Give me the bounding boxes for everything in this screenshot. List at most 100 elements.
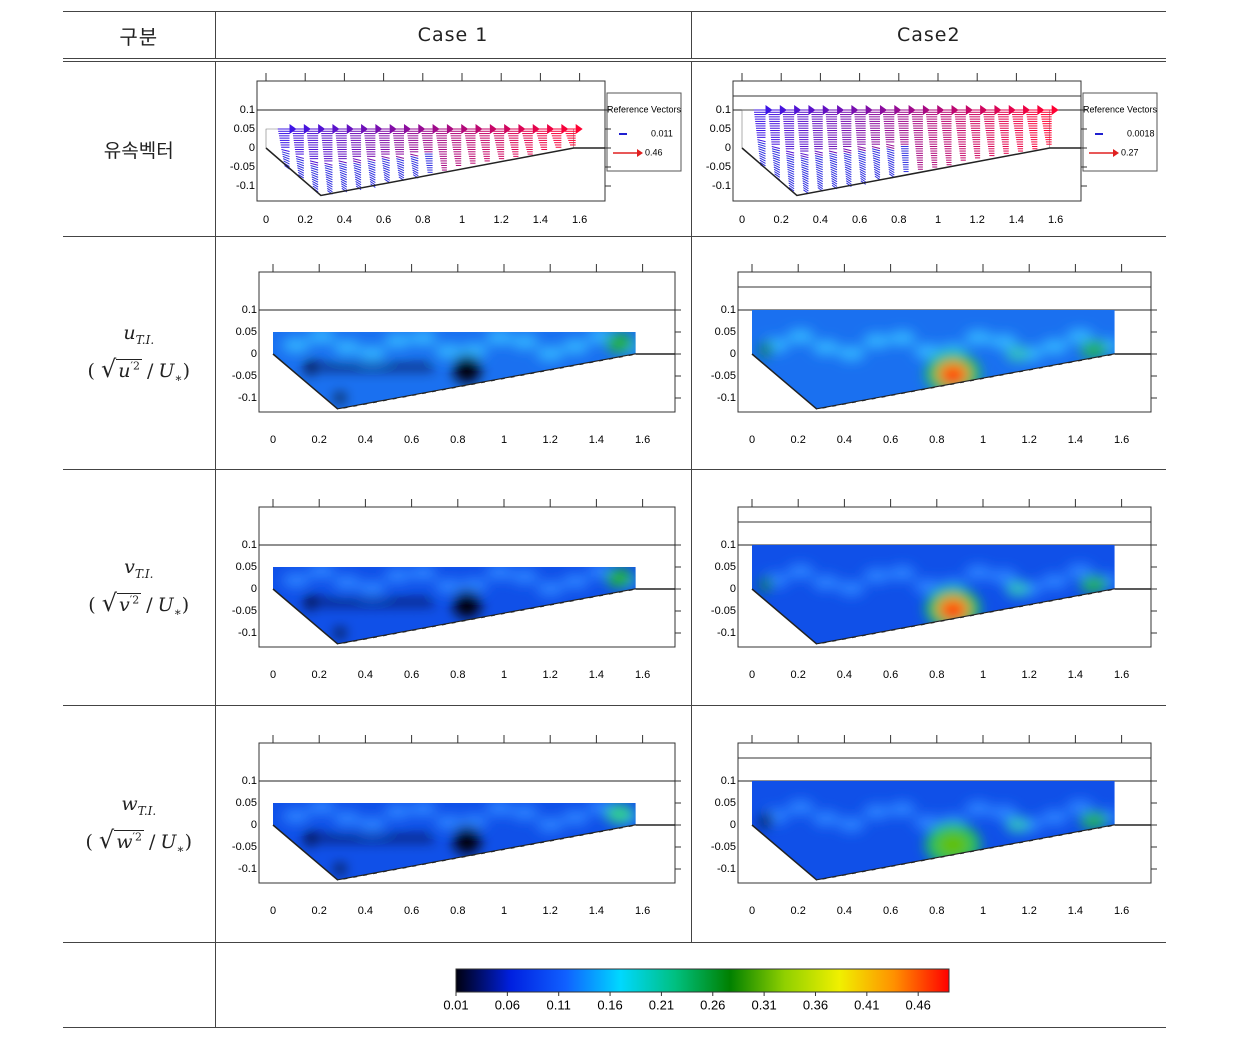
bed-dash [816, 588, 1115, 646]
x-tick-label: 1.2 [969, 214, 984, 226]
contour-blob [887, 330, 916, 347]
vector [787, 173, 795, 178]
slash: / [148, 830, 156, 853]
numerator: w [116, 830, 133, 853]
variable: u [123, 321, 136, 344]
vector [873, 164, 880, 169]
contour-blob [811, 810, 840, 827]
plot: 0 0.2 0.4 0.6 0.8 1 1.2 1.4 1.6 0.1 0.05 0 -0.05 -0.1 [232, 735, 681, 917]
contour-blob [282, 808, 311, 825]
vector [801, 173, 809, 178]
legend-arrow-head [637, 149, 643, 157]
contour-blob [605, 804, 634, 824]
vector [353, 162, 362, 166]
contour-blob [1079, 575, 1108, 594]
contour-blob [307, 332, 336, 345]
y-tick-label: 0 [251, 348, 257, 360]
contour-blob [485, 566, 514, 581]
vector [339, 171, 347, 176]
vector [872, 152, 880, 157]
x-tick-label: 1.2 [1021, 905, 1036, 917]
x-tick-label: 0 [270, 905, 276, 917]
contour-blob [459, 813, 488, 830]
legend-small: 0.011 [651, 128, 673, 138]
y-tick-label: 0.05 [236, 797, 257, 809]
vector [773, 171, 780, 176]
vector [757, 139, 766, 143]
vector [369, 181, 376, 186]
contour-blob [414, 834, 423, 843]
x-tick-label: 0.8 [891, 214, 906, 226]
vector [788, 182, 795, 187]
contour-blob [332, 810, 361, 827]
vector [310, 164, 319, 169]
contour-blob [913, 343, 942, 360]
header-cell: Case 1 [214, 11, 691, 62]
vector [787, 171, 795, 175]
contour-blob [811, 573, 840, 590]
field-blobs [282, 332, 636, 403]
vector [787, 177, 795, 183]
contour-blob [862, 332, 891, 349]
vector [410, 153, 419, 157]
y-tick-label: -0.1 [717, 863, 736, 875]
x-tick-label: 0.4 [813, 214, 828, 226]
y-tick-label: -0.05 [706, 161, 731, 173]
slash: / [146, 594, 153, 616]
vector [396, 160, 405, 164]
vector [830, 171, 838, 176]
contour-blob [307, 566, 336, 579]
vector [340, 178, 347, 183]
vector [814, 152, 823, 156]
y-tick-label: -0.1 [717, 392, 736, 404]
x-tick-label: 1.4 [533, 214, 548, 226]
bed-line [751, 587, 1151, 645]
vector [829, 155, 837, 159]
y-tick-label: -0.1 [712, 180, 731, 192]
plot-cell: 0 0.2 0.4 0.6 0.8 1 1.2 1.4 1.6 0.1 0.05 0 -0.05 -0.1 [214, 705, 691, 943]
x-tick-label: 0 [270, 434, 276, 446]
contour-blob [395, 363, 404, 372]
y-tick-label: 0.1 [720, 538, 735, 550]
x-tick-label: 0.4 [837, 905, 852, 917]
vector [802, 184, 809, 190]
contour-blob [409, 566, 438, 581]
vector [786, 166, 795, 171]
colorbar-tick-label: 0.41 [854, 997, 879, 1012]
contour-blob [434, 343, 463, 360]
vector [816, 173, 823, 178]
contour-blob [453, 355, 482, 384]
vector [800, 164, 809, 168]
subscript: T.I. [134, 567, 154, 581]
x-tick-label: 1.4 [589, 668, 604, 680]
vector [845, 175, 852, 180]
vector [758, 152, 766, 157]
y-tick-label: 0.05 [714, 326, 735, 338]
vector [829, 157, 837, 161]
contour-blob [327, 363, 336, 372]
vector [815, 168, 823, 173]
contour-blob [453, 826, 482, 855]
x-tick-label: 0.8 [450, 434, 465, 446]
vector [829, 159, 837, 164]
vector [857, 145, 866, 149]
y-tick-label: 0.1 [720, 775, 735, 787]
contour-blob [964, 800, 993, 817]
vector [830, 166, 838, 171]
contour-blob [1079, 811, 1108, 830]
vector [814, 157, 823, 161]
y-tick-label: -0.05 [232, 370, 257, 382]
vector [816, 177, 823, 183]
vector [354, 171, 362, 176]
formula-line: (√ v′2/U∗) [63, 589, 215, 619]
contour-blob [1065, 328, 1094, 345]
vector [339, 165, 347, 169]
contour-field [273, 566, 636, 644]
colorbar-bar [455, 968, 949, 993]
contour-blob [385, 363, 394, 372]
x-tick-label: 0 [749, 434, 755, 446]
x-tick-label: 0 [263, 214, 269, 226]
vector [772, 157, 780, 161]
vector [383, 174, 390, 179]
vector [888, 166, 895, 171]
